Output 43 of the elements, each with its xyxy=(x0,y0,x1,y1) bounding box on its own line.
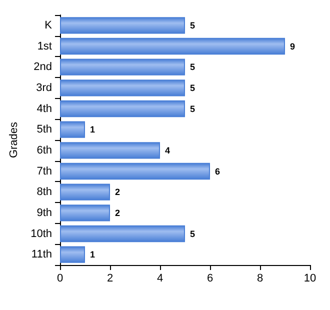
y-tick-label: 6th xyxy=(36,144,52,156)
bar xyxy=(60,38,285,55)
data-label: 5 xyxy=(190,62,196,72)
x-tick-label: 4 xyxy=(156,272,164,284)
data-label: 1 xyxy=(90,250,96,260)
bar xyxy=(60,121,85,138)
bar xyxy=(60,162,210,180)
x-tick-label: 0 xyxy=(56,272,64,284)
y-tick-label: 7th xyxy=(36,165,52,178)
bar xyxy=(60,246,85,263)
data-label: 5 xyxy=(190,82,196,93)
y-tick-label: 1st xyxy=(37,40,52,52)
bar xyxy=(60,17,185,34)
bar xyxy=(60,100,185,118)
x-tick-label: 8 xyxy=(256,272,264,284)
y-tick-label: 11th xyxy=(31,248,52,261)
data-label: 5 xyxy=(190,228,196,239)
data-label: 4 xyxy=(165,145,170,156)
y-tick-label: 10th xyxy=(30,228,52,240)
data-label: 2 xyxy=(115,208,120,218)
data-label: 5 xyxy=(190,104,196,114)
bar xyxy=(60,58,185,76)
x-tick-label: 2 xyxy=(106,272,114,284)
y-tick-label: 2nd xyxy=(34,61,52,74)
data-label: 5 xyxy=(190,20,196,30)
bar xyxy=(60,204,110,222)
y-tick-label: 9th xyxy=(36,206,52,219)
bar xyxy=(60,225,185,242)
data-label: 1 xyxy=(90,124,96,135)
y-tick-label: 3rd xyxy=(36,82,52,94)
data-label: 9 xyxy=(290,41,296,52)
data-label: 6 xyxy=(215,166,220,176)
x-tick-label: 10 xyxy=(304,272,316,284)
data-label: 2 xyxy=(115,187,120,198)
y-tick-label: K xyxy=(44,19,53,32)
bar xyxy=(60,184,110,200)
x-tick-label: 6 xyxy=(206,272,214,284)
bar xyxy=(60,142,160,159)
bar xyxy=(60,80,185,96)
y-tick-label: 8th xyxy=(36,186,52,198)
y-tick-label: 4th xyxy=(36,102,52,115)
y-tick-label: 5th xyxy=(36,124,52,136)
y-axis-title: Grades xyxy=(8,121,20,158)
